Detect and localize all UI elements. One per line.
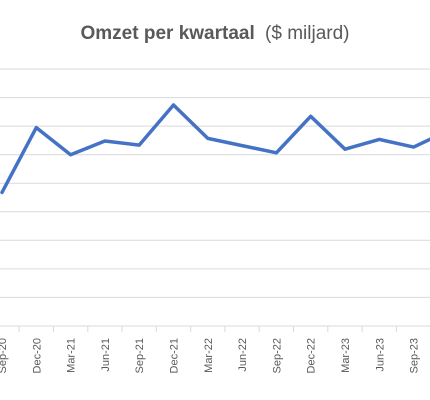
- x-tick-label: Dec-21: [169, 338, 181, 373]
- x-tick-label: Sep-21: [134, 338, 146, 373]
- x-tick-label: Mar-21: [66, 338, 78, 373]
- series-line: [0, 103, 430, 195]
- x-tick-label: Jun-21: [100, 338, 112, 372]
- x-axis-labels: Sep-20 Dec-20 Mar-21 Jun-21 Sep-21 Dec-21 Mar-…: [0, 338, 421, 373]
- x-tick-label: Mar-23: [340, 338, 352, 373]
- gridlines: [0, 68, 430, 327]
- chart-title: Omzet per kwartaal ($ miljard): [81, 23, 350, 44]
- x-axis-ticks: [18, 326, 397, 332]
- x-tick-label: Dec-20: [31, 338, 43, 373]
- x-tick-label: Dec-22: [306, 338, 318, 373]
- x-tick-label: Sep-20: [0, 338, 9, 373]
- series-layer: [0, 103, 430, 195]
- x-tick-label: Sep-23: [409, 338, 421, 373]
- x-tick-label: Mar-22: [203, 338, 215, 373]
- x-tick-label: Jun-23: [374, 338, 386, 372]
- x-tick-label: Sep-22: [271, 338, 283, 373]
- x-tick-label: Jun-22: [237, 338, 249, 372]
